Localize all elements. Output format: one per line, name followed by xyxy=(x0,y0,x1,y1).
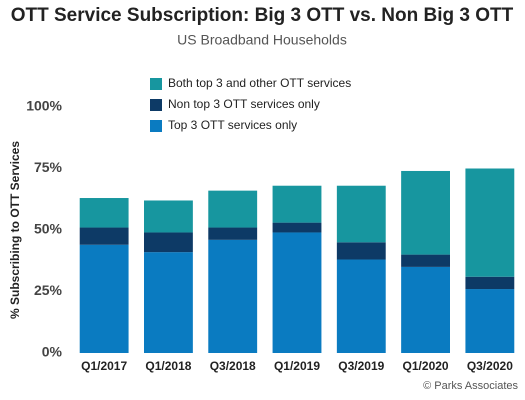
x-tick-label: Q1/2020 xyxy=(403,359,449,373)
bar-segment xyxy=(465,276,515,290)
x-tick-label: Q1/2019 xyxy=(274,359,320,373)
bar-segment xyxy=(79,198,129,228)
y-tick-label: 50% xyxy=(34,221,63,237)
bar-segment xyxy=(336,185,386,243)
bar-segment xyxy=(272,185,322,223)
x-tick-label: Q1/2018 xyxy=(145,359,191,373)
chart-subtitle: US Broadband Households xyxy=(177,32,347,48)
bar-segment xyxy=(79,227,129,245)
bar-segment xyxy=(465,289,515,353)
legend-label: Non top 3 OTT services only xyxy=(168,97,320,111)
x-tick-label: Q3/2020 xyxy=(467,359,513,373)
chart-title: OTT Service Subscription: Big 3 OTT vs. … xyxy=(11,5,514,26)
y-tick-label: 0% xyxy=(42,344,63,360)
bar-segment xyxy=(465,168,515,277)
y-tick-label: 100% xyxy=(26,98,62,114)
bar-segment xyxy=(208,239,258,353)
legend-label: Both top 3 and other OTT services xyxy=(168,76,351,90)
bar-segment xyxy=(336,259,386,353)
y-tick-label: 25% xyxy=(34,282,63,298)
bar-segment xyxy=(336,242,386,260)
legend-swatch xyxy=(150,120,162,132)
bar-segment xyxy=(401,254,450,267)
legend-label: Top 3 OTT services only xyxy=(168,118,297,132)
bar-segment xyxy=(144,200,193,233)
legend-swatch xyxy=(150,99,162,111)
legend-swatch xyxy=(150,78,162,90)
bar-segment xyxy=(272,222,322,233)
x-tick-label: Q1/2017 xyxy=(81,359,127,373)
bar-segment xyxy=(272,232,322,353)
bar-segment xyxy=(208,190,258,228)
bar-segment xyxy=(144,252,193,353)
bar-segment xyxy=(144,232,193,253)
x-tick-label: Q3/2018 xyxy=(210,359,256,373)
y-tick-label: 75% xyxy=(34,159,63,175)
bar-segment xyxy=(208,227,258,240)
y-axis-label: % Subscribing to OTT Services xyxy=(8,141,22,319)
bar-segment xyxy=(401,266,450,353)
x-tick-label: Q3/2019 xyxy=(338,359,384,373)
source: © Parks Associates xyxy=(423,380,518,392)
bar-segment xyxy=(401,170,450,255)
bar-segment xyxy=(79,244,129,353)
